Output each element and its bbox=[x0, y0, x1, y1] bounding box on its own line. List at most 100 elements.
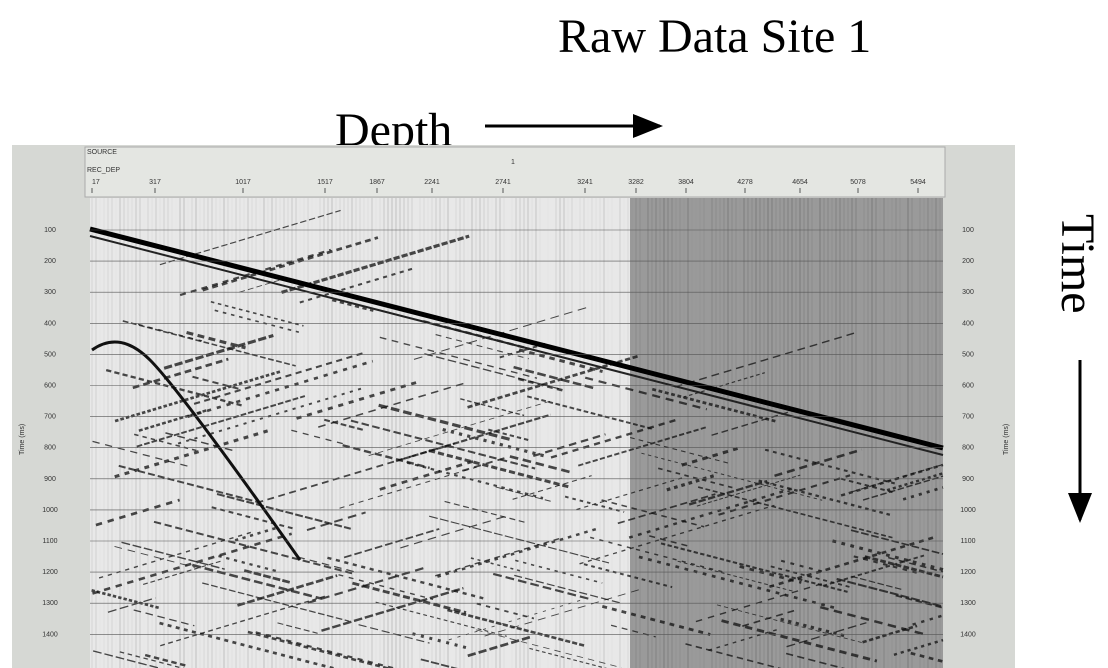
event bbox=[247, 630, 392, 668]
time-tick-label: 700 bbox=[44, 414, 56, 421]
event bbox=[601, 499, 705, 528]
event bbox=[716, 604, 862, 643]
event bbox=[638, 555, 837, 610]
event bbox=[256, 442, 456, 504]
event bbox=[840, 477, 895, 494]
event bbox=[95, 498, 180, 527]
event bbox=[476, 629, 622, 668]
first-arrival-tail bbox=[89, 235, 944, 456]
event bbox=[651, 387, 777, 423]
event bbox=[210, 301, 304, 327]
depth-tick-label: 5078 bbox=[850, 179, 866, 186]
time-label: Time bbox=[1051, 214, 1104, 314]
event bbox=[513, 365, 597, 390]
first-arrival bbox=[89, 226, 944, 451]
event bbox=[886, 472, 944, 492]
event bbox=[321, 586, 464, 632]
event bbox=[243, 569, 293, 585]
event bbox=[420, 658, 458, 668]
event bbox=[579, 504, 775, 565]
time-tick-label: 900 bbox=[44, 476, 56, 483]
depth-tick-label: 1867 bbox=[369, 179, 385, 186]
trace-stripes bbox=[91, 198, 941, 668]
event bbox=[133, 433, 200, 453]
event bbox=[695, 583, 822, 623]
event bbox=[339, 466, 477, 509]
event bbox=[718, 474, 851, 516]
time-axis-label: Time (ms) bbox=[19, 424, 26, 455]
event bbox=[435, 536, 563, 577]
event bbox=[144, 653, 187, 668]
depth-tick-label: 3282 bbox=[628, 179, 644, 186]
depth-tick-label: 1017 bbox=[235, 179, 251, 186]
event bbox=[576, 476, 686, 511]
time-tick-label: 800 bbox=[44, 445, 56, 452]
time-tick-label-right: 1400 bbox=[960, 631, 976, 638]
event bbox=[379, 336, 538, 379]
event bbox=[237, 574, 338, 607]
event bbox=[400, 514, 510, 549]
event bbox=[610, 624, 656, 638]
event bbox=[442, 427, 545, 458]
event bbox=[902, 486, 944, 501]
event bbox=[424, 353, 560, 390]
event bbox=[708, 628, 779, 651]
event bbox=[297, 556, 355, 573]
event bbox=[514, 574, 622, 604]
depth-tick-label: 2241 bbox=[424, 179, 440, 186]
event bbox=[307, 566, 425, 604]
depth-tick-label: 1517 bbox=[317, 179, 333, 186]
event bbox=[617, 493, 716, 525]
event bbox=[350, 419, 536, 470]
event bbox=[299, 266, 417, 304]
time-tick-label: 1100 bbox=[42, 538, 57, 545]
event bbox=[202, 582, 350, 622]
event bbox=[324, 418, 366, 432]
event bbox=[864, 555, 944, 579]
event bbox=[160, 594, 329, 647]
depth-tick-label: 4654 bbox=[792, 179, 808, 186]
event bbox=[470, 557, 522, 572]
event bbox=[780, 617, 845, 638]
event bbox=[92, 532, 293, 595]
event bbox=[342, 444, 430, 470]
event bbox=[512, 475, 592, 500]
event bbox=[447, 608, 585, 647]
time-tick-label: 1300 bbox=[42, 600, 58, 607]
event bbox=[742, 609, 796, 627]
event bbox=[429, 515, 610, 564]
event bbox=[133, 609, 195, 627]
event bbox=[590, 536, 725, 573]
event bbox=[352, 581, 467, 615]
event bbox=[460, 398, 525, 417]
event bbox=[375, 601, 507, 637]
header-box bbox=[84, 146, 946, 198]
time-tick-label-right: 1100 bbox=[960, 538, 975, 545]
event bbox=[780, 559, 826, 574]
event bbox=[327, 556, 484, 600]
event bbox=[406, 461, 544, 500]
time-tick-label: 100 bbox=[44, 227, 56, 234]
event bbox=[509, 455, 572, 474]
time-tick-label-right: 900 bbox=[962, 476, 974, 483]
event bbox=[711, 410, 792, 436]
time-tick-label: 1400 bbox=[42, 631, 58, 638]
event bbox=[461, 457, 506, 472]
event bbox=[518, 377, 564, 392]
time-tick-label-right: 700 bbox=[962, 414, 974, 421]
time-tick-label-right: 600 bbox=[962, 383, 974, 390]
source-label: SOURCE bbox=[87, 149, 117, 156]
event bbox=[862, 475, 944, 501]
time-tick-label-right: 1300 bbox=[960, 600, 976, 607]
event bbox=[136, 395, 306, 448]
event bbox=[518, 348, 603, 373]
event bbox=[674, 332, 856, 388]
event bbox=[91, 589, 161, 610]
event bbox=[785, 652, 846, 668]
event bbox=[660, 542, 848, 593]
event bbox=[721, 619, 878, 663]
event bbox=[177, 387, 362, 445]
time-tick-label: 1200 bbox=[42, 569, 58, 576]
event bbox=[696, 474, 801, 507]
time-tick-label: 200 bbox=[44, 258, 56, 265]
